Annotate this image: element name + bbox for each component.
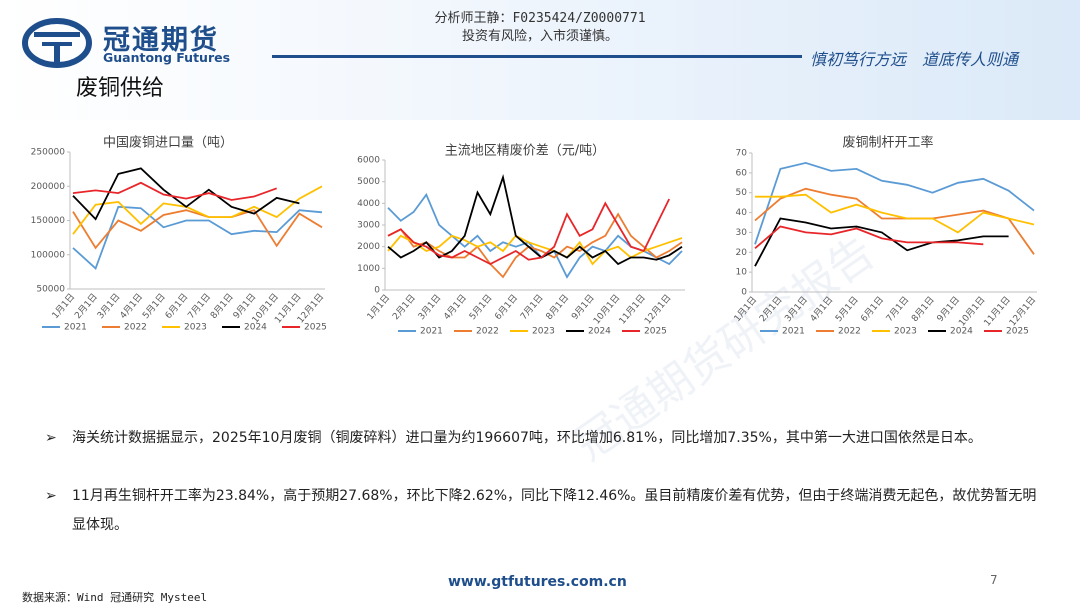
legend-label: 2022: [476, 327, 499, 337]
y-tick-label: 30: [736, 228, 748, 238]
header-rule: [272, 55, 802, 58]
legend-label: 2021: [64, 323, 87, 333]
legend-label: 2025: [644, 327, 667, 337]
series-line: [754, 225, 984, 249]
bullet: ➢ 11月再生铜杆开工率为23.84%，高于预期27.68%，环比下降2.62%，…: [45, 488, 1037, 533]
charts: 中国废铜进口量（吨）500001000001500002000002500001…: [31, 135, 1039, 337]
bullet-text: 海关统计数据据显示，2025年10月废铜（铜废碎料）进口量为约196607吨，环…: [72, 430, 982, 446]
series-line: [72, 167, 300, 221]
x-tick-label: 2月1日: [390, 292, 417, 322]
x-tick-label: 5月1日: [140, 291, 167, 321]
x-tick-label: 1月1日: [365, 292, 392, 322]
x-tick-label: 8月1日: [544, 292, 571, 322]
y-tick-label: 150000: [31, 216, 66, 226]
x-tick-label: 1月1日: [50, 291, 77, 321]
series-line: [754, 217, 1009, 267]
series-line: [387, 192, 683, 279]
x-tick-label: 1月1日: [732, 294, 759, 324]
slogan: 慎初笃行方远 道底传人则通: [810, 50, 1019, 69]
logo-english: Guantong Futures: [103, 50, 231, 65]
legend-label: 2023: [894, 327, 917, 337]
series-line: [387, 234, 683, 266]
y-tick-label: 2000: [357, 242, 380, 252]
x-tick-label: 3月1日: [95, 291, 122, 321]
series-line: [72, 185, 323, 235]
chart-title: 废铜制杆开工率: [842, 135, 933, 151]
x-tick-label: 6月1日: [493, 292, 520, 322]
series-line: [387, 212, 683, 279]
x-tick-label: 4月1日: [808, 294, 835, 324]
x-tick-label: 6月1日: [163, 291, 190, 321]
y-tick-label: 20: [736, 248, 748, 258]
website: www.gtfutures.com.cn: [448, 574, 627, 590]
x-tick-label: 7月1日: [186, 291, 213, 321]
chart-title: 中国废铜进口量（吨）: [103, 135, 233, 151]
x-tick-label: 8月1日: [208, 291, 235, 321]
x-tick-label: 2月1日: [72, 291, 99, 321]
x-tick-label: 5月1日: [833, 294, 860, 324]
analyst: 分析师王静：F0235424/Z0000771: [434, 11, 646, 26]
page-number: 7: [990, 573, 998, 587]
source: 数据来源：Wind 冠通研究 Mysteel: [22, 591, 208, 604]
x-tick-label: 5月1日: [467, 292, 494, 322]
y-tick-label: 5000: [357, 177, 380, 187]
legend-label: 2021: [420, 327, 443, 337]
y-tick-label: 50: [736, 188, 748, 198]
legend-label: 2023: [532, 327, 555, 337]
x-tick-label: 7月1日: [518, 292, 545, 322]
series-line: [755, 193, 1035, 234]
logo-icon: [22, 18, 92, 68]
bullet-text: 11月再生铜杆开工率为23.84%，高于预期27.68%，环比下降2.62%，同…: [72, 488, 1037, 533]
series-line: [72, 205, 323, 270]
y-tick-label: 250000: [31, 148, 66, 158]
logo-text: 冠通期货: [103, 25, 219, 56]
series-line: [754, 161, 1035, 245]
y-tick-label: 100000: [31, 250, 66, 260]
x-tick-label: 9月1日: [569, 292, 596, 322]
bullet: ➢ 海关统计数据据显示，2025年10月废铜（铜废碎料）进口量为约196607吨，…: [45, 430, 982, 446]
y-tick-label: 10: [736, 268, 748, 278]
y-tick-label: 70: [736, 149, 748, 159]
x-tick-label: 3月1日: [416, 292, 443, 322]
legend-label: 2024: [950, 327, 973, 337]
series-line: [72, 181, 278, 201]
legend-label: 2021: [782, 327, 805, 337]
legend-label: 2024: [244, 323, 267, 333]
page-title: 废铜供给: [76, 76, 165, 101]
chart-title: 主流地区精废价差（元/吨）: [445, 143, 605, 159]
y-tick-label: 3000: [357, 221, 380, 231]
y-tick-label: 0: [741, 288, 747, 298]
x-tick-label: 8月1日: [909, 294, 936, 324]
series-line: [387, 173, 683, 266]
legend-label: 2022: [838, 327, 861, 337]
y-tick-label: 50000: [36, 285, 65, 295]
risk-note: 投资有风险，入市须谨慎。: [461, 29, 618, 44]
x-tick-label: 12月1日: [1007, 294, 1038, 328]
legend-label: 2025: [1006, 327, 1029, 337]
header-background: [0, 0, 1080, 120]
x-tick-label: 3月1日: [783, 294, 810, 324]
x-tick-label: 4月1日: [442, 292, 469, 322]
legend-label: 2022: [124, 323, 147, 333]
legend-label: 2025: [304, 323, 327, 333]
y-tick-label: 4000: [357, 199, 380, 209]
series-line: [72, 209, 323, 250]
x-tick-label: 4月1日: [118, 291, 145, 321]
x-tick-label: 6月1日: [859, 294, 886, 324]
x-tick-label: 2月1日: [757, 294, 784, 324]
series-line: [387, 198, 671, 266]
series-line: [754, 187, 1035, 255]
x-tick-label: 7月1日: [884, 294, 911, 324]
legend-label: 2023: [184, 323, 207, 333]
x-tick-label: 12月1日: [642, 292, 673, 326]
y-tick-label: 6000: [357, 156, 380, 166]
y-tick-label: 0: [374, 286, 380, 296]
y-tick-label: 40: [736, 208, 748, 218]
legend-label: 2024: [588, 327, 611, 337]
y-tick-label: 1000: [357, 264, 380, 274]
y-tick-label: 60: [736, 168, 748, 178]
y-tick-label: 200000: [31, 182, 66, 192]
